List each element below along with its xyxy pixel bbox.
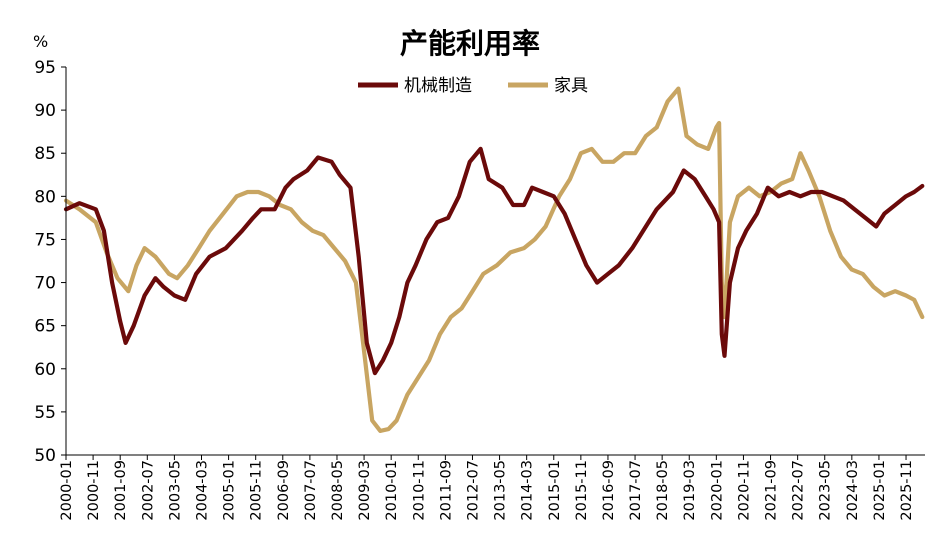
- x-tick-label: 2017-07: [628, 460, 644, 521]
- x-tick-label: 2015-01: [547, 460, 563, 521]
- x-tick-label: 2021-09: [764, 460, 780, 521]
- x-tick-label: 2025-01: [872, 460, 888, 521]
- x-tick-label: 2007-07: [303, 460, 319, 521]
- series-layer: [63, 86, 925, 433]
- x-axis: 2000-01 2000-11 2001-09 2002-07 2003-05 2004-…: [59, 454, 925, 521]
- x-tick-label: 2024-03: [845, 460, 861, 521]
- x-tick-label: 2005-01: [222, 460, 238, 521]
- x-tick-label: 2011-09: [438, 460, 454, 521]
- legend: 机械制造 家具: [358, 76, 588, 96]
- x-tick-label: 2000-11: [86, 460, 102, 521]
- x-tick-label: 2010-01: [384, 460, 400, 521]
- y-tick-label: 90: [34, 101, 56, 121]
- y-tick-label: 85: [34, 144, 56, 164]
- y-axis-unit: %: [33, 32, 48, 51]
- y-tick-label: 80: [34, 187, 56, 207]
- x-tick-label: 2010-11: [411, 460, 427, 521]
- x-tick-label: 2012-07: [465, 460, 481, 521]
- series-line-furniture: [63, 86, 925, 433]
- x-tick-label: 2009-03: [357, 460, 373, 521]
- x-tick-label: 2015-11: [574, 460, 590, 521]
- x-tick-label: 2001-09: [113, 460, 129, 521]
- legend-label-furniture: 家具: [554, 76, 588, 96]
- x-tick-label: 2014-03: [520, 460, 536, 521]
- legend-label-machinery: 机械制造: [404, 76, 472, 96]
- x-tick-label: 2003-05: [167, 460, 183, 521]
- x-tick-label: 2019-03: [682, 460, 698, 521]
- x-tick-label: 2000-01: [59, 460, 75, 521]
- x-tick-label: 2008-05: [330, 460, 346, 521]
- x-tick-label: 2025-11: [899, 460, 915, 521]
- x-tick-label: 2018-05: [655, 460, 671, 521]
- x-tick-label: 2020-11: [736, 460, 752, 521]
- x-tick-label: 2013-05: [493, 460, 509, 521]
- x-tick-label: 2005-11: [249, 460, 265, 521]
- x-tick-label: 2006-09: [276, 460, 292, 521]
- y-tick-label: 55: [34, 403, 56, 423]
- x-tick-label: 2004-03: [194, 460, 210, 521]
- y-tick-label: 75: [34, 230, 56, 250]
- x-tick-label: 2022-07: [791, 460, 807, 521]
- y-tick-label: 60: [34, 360, 56, 380]
- y-tick-label: 95: [34, 58, 56, 78]
- y-tick-label: 65: [34, 317, 56, 337]
- y-axis: 50 55 60 65 70 75 80 85 90 95: [34, 58, 67, 466]
- series-line-machinery: [63, 146, 925, 376]
- y-tick-label: 70: [34, 274, 56, 294]
- chart-title: 产能利用率: [400, 27, 540, 60]
- x-tick-label: 2023-05: [818, 460, 834, 521]
- x-tick-label: 2020-01: [709, 460, 725, 521]
- y-tick-label: 50: [34, 446, 56, 466]
- x-tick-label: 2002-07: [140, 460, 156, 521]
- x-tick-label: 2016-09: [601, 460, 617, 521]
